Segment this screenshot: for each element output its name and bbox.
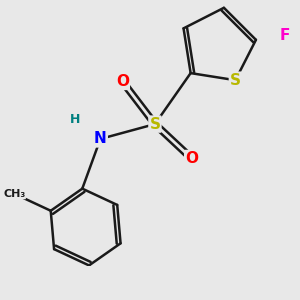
Text: N: N bbox=[94, 131, 107, 146]
Text: S: S bbox=[149, 117, 161, 132]
Text: S: S bbox=[230, 73, 241, 88]
Text: O: O bbox=[185, 151, 198, 166]
Text: CH₃: CH₃ bbox=[3, 189, 25, 199]
Text: O: O bbox=[116, 74, 129, 89]
Text: F: F bbox=[279, 28, 290, 43]
Text: H: H bbox=[70, 113, 81, 126]
